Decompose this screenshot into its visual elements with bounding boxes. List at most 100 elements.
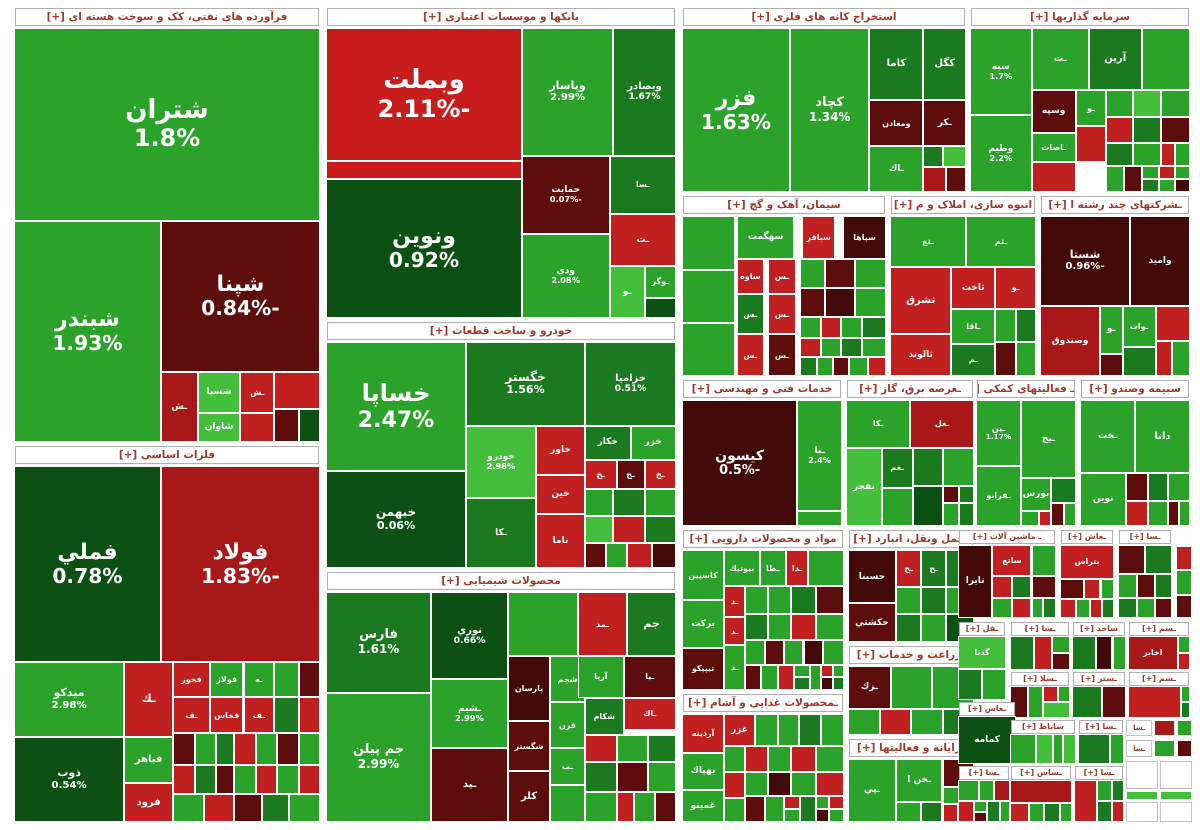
stock-tile[interactable] <box>800 337 821 357</box>
stock-tile[interactable]: ـو <box>609 265 645 318</box>
stock-tile[interactable] <box>1176 595 1192 618</box>
stock-tile[interactable]: ـيا <box>623 656 676 698</box>
sector-header-oil[interactable]: فرآورده های نفتی، کک و سوخت هسته ای [+] <box>15 8 319 26</box>
stock-tile[interactable] <box>585 516 613 544</box>
stock-tile[interactable] <box>992 575 1012 598</box>
stock-tile[interactable] <box>1174 142 1190 166</box>
stock-tile[interactable] <box>1177 636 1190 653</box>
sector-header-mini-aas[interactable]: ـعاس [+] <box>959 702 1015 716</box>
stock-tile[interactable] <box>777 664 794 690</box>
stock-tile[interactable] <box>793 664 810 678</box>
stock-tile[interactable] <box>1010 734 1037 764</box>
stock-tile[interactable]: ـخت <box>1080 400 1135 474</box>
sector-header-machinery[interactable]: ـ ماشین آلات [+] <box>959 530 1055 544</box>
stock-tile[interactable]: ـخن ا <box>895 759 943 802</box>
stock-tile[interactable] <box>1172 340 1190 376</box>
stock-tile[interactable] <box>1136 574 1155 598</box>
stock-tile[interactable]: كاما <box>869 28 924 101</box>
stock-tile[interactable]: ثشرق <box>890 267 952 335</box>
stock-tile[interactable] <box>1177 653 1190 670</box>
stock-tile[interactable] <box>173 793 204 822</box>
stock-tile[interactable] <box>1111 801 1124 822</box>
stock-tile[interactable]: ـوگر <box>644 265 676 298</box>
stock-tile[interactable] <box>911 708 943 735</box>
stock-tile[interactable] <box>585 762 617 793</box>
stock-tile[interactable]: بورس <box>1021 478 1051 511</box>
stock-tile[interactable] <box>240 413 275 442</box>
stock-tile[interactable] <box>816 614 844 640</box>
stock-tile[interactable] <box>767 772 791 797</box>
stock-tile[interactable] <box>861 316 886 338</box>
stock-tile[interactable] <box>832 677 844 690</box>
stock-tile[interactable] <box>946 167 966 192</box>
stock-tile[interactable] <box>634 792 655 822</box>
stock-tile[interactable]: ـین 1.17% <box>976 400 1021 466</box>
stock-tile[interactable]: ـاصات <box>1031 132 1076 163</box>
stock-tile[interactable]: حسينا <box>848 550 896 604</box>
stock-tile[interactable]: خبهمن 0.06% <box>326 470 466 568</box>
stock-tile[interactable] <box>616 734 648 763</box>
sector-header-auto[interactable]: خودرو و ساخت قطعات [+] <box>327 322 675 340</box>
stock-tile[interactable] <box>1011 597 1032 618</box>
stock-tile[interactable] <box>921 801 943 822</box>
sector-header-mining[interactable]: استخراج کانه های فلزی [+] <box>683 8 965 26</box>
stock-tile[interactable] <box>585 792 617 822</box>
stock-tile[interactable]: تيپيكو <box>682 648 725 690</box>
stock-tile[interactable]: ـو <box>1075 90 1107 127</box>
stock-tile[interactable] <box>943 447 974 486</box>
stock-tile[interactable] <box>821 714 844 747</box>
stock-tile[interactable]: ـغم <box>881 447 913 489</box>
stock-tile[interactable] <box>1145 545 1172 575</box>
sector-header-mini-sa2[interactable]: ـسا [+] <box>1011 622 1069 636</box>
stock-tile[interactable] <box>508 592 578 657</box>
stock-tile[interactable] <box>816 796 830 810</box>
stock-tile[interactable] <box>942 804 958 822</box>
stock-tile[interactable] <box>1122 347 1156 376</box>
stock-tile[interactable]: اخابر <box>1128 636 1178 670</box>
sector-header-mini-sa4[interactable]: ـسا [+] <box>959 766 1009 780</box>
stock-tile[interactable] <box>651 543 676 568</box>
stock-tile[interactable]: سهگمت <box>737 216 795 260</box>
sector-header-mini-fel[interactable]: ـفل [+] <box>959 622 1005 636</box>
stock-tile[interactable] <box>274 371 320 409</box>
stock-tile[interactable] <box>655 792 676 822</box>
stock-tile[interactable] <box>1176 570 1192 596</box>
stock-tile[interactable] <box>824 288 856 317</box>
stock-tile[interactable] <box>986 801 1000 822</box>
stock-tile[interactable] <box>550 785 585 822</box>
stock-tile[interactable] <box>644 516 676 544</box>
stock-tile[interactable] <box>829 796 844 810</box>
stock-tile[interactable]: ـد <box>724 645 746 690</box>
stock-tile[interactable] <box>849 356 868 376</box>
stock-tile[interactable] <box>761 664 778 690</box>
stock-tile[interactable] <box>1168 473 1190 501</box>
stock-tile[interactable] <box>800 288 825 317</box>
stock-tile[interactable] <box>1010 780 1072 804</box>
stock-tile[interactable] <box>855 288 886 317</box>
stock-tile[interactable] <box>606 543 627 568</box>
stock-tile[interactable]: آريا <box>578 656 624 698</box>
stock-tile[interactable]: ـح <box>895 550 922 587</box>
stock-tile[interactable] <box>958 780 979 801</box>
stock-tile[interactable]: ـت <box>1031 28 1089 91</box>
stock-tile[interactable] <box>261 793 290 822</box>
stock-tile[interactable] <box>215 765 235 794</box>
stock-tile[interactable] <box>754 714 778 747</box>
stock-tile[interactable] <box>1051 478 1076 504</box>
stock-tile[interactable] <box>1160 760 1192 790</box>
stock-tile[interactable] <box>234 733 256 766</box>
stock-tile[interactable]: سپاها <box>843 216 886 260</box>
stock-tile[interactable] <box>958 485 974 504</box>
stock-tile[interactable] <box>943 146 966 168</box>
stock-tile[interactable]: ـطا <box>759 550 786 587</box>
stock-tile[interactable] <box>682 323 736 376</box>
stock-tile[interactable]: كچاد 1.34% <box>789 28 870 192</box>
stock-tile[interactable] <box>1161 116 1190 143</box>
stock-tile[interactable] <box>790 586 817 615</box>
stock-tile[interactable]: ونوين 0.92% <box>326 178 522 318</box>
stock-tile[interactable] <box>745 586 768 615</box>
stock-tile[interactable]: ـس <box>767 334 797 376</box>
stock-tile[interactable] <box>793 677 810 690</box>
stock-tile[interactable]: گدنا <box>958 636 1006 670</box>
stock-tile[interactable] <box>1141 28 1190 91</box>
